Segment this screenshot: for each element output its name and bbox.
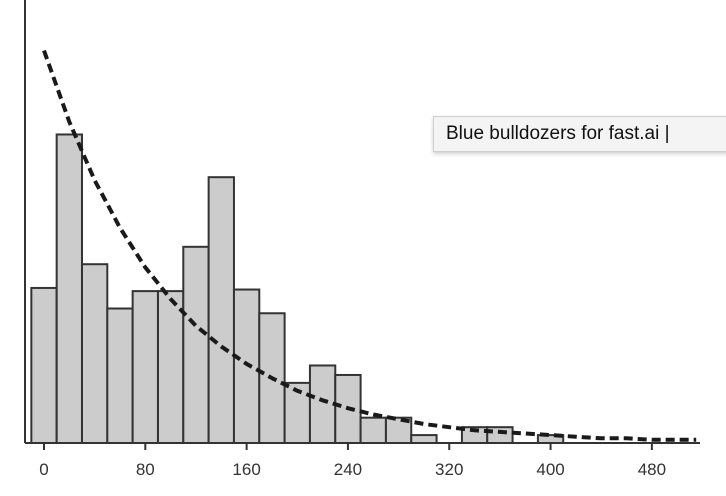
tooltip-text: Blue bulldozers for fast.ai | (446, 123, 670, 144)
curve-layer (42, 49, 697, 442)
x-tick-label-240: 240 (334, 460, 362, 479)
histogram-bar-0 (30, 286, 58, 445)
histogram-bar-7 (207, 176, 235, 444)
axes-layer: 0 80 160 240 320 400 480 (24, 0, 700, 479)
histogram-bar-14 (384, 416, 413, 444)
histogram-bar-4 (131, 290, 159, 444)
histogram-bar-1 (55, 133, 83, 444)
histogram-bar-13 (359, 416, 387, 444)
x-tick-label-80: 80 (136, 460, 155, 479)
x-tick-label-480: 480 (638, 460, 666, 479)
histogram-bar-2 (80, 263, 109, 445)
x-tick-label-400: 400 (536, 460, 564, 479)
tooltip: Blue bulldozers for fast.ai | (433, 116, 726, 152)
histogram-bar-5 (156, 290, 185, 444)
histogram-bar-15 (410, 434, 438, 445)
histogram-bar-6 (182, 245, 210, 444)
x-tick-label-320: 320 (435, 460, 463, 479)
x-tick-label-0: 0 (39, 460, 48, 479)
histogram-bar-11 (308, 364, 337, 445)
histogram-bar-8 (232, 288, 261, 444)
x-tick-label-160: 160 (232, 460, 260, 479)
density-curve (42, 49, 697, 442)
histogram-bar-3 (106, 307, 134, 444)
bars-layer (30, 133, 565, 445)
